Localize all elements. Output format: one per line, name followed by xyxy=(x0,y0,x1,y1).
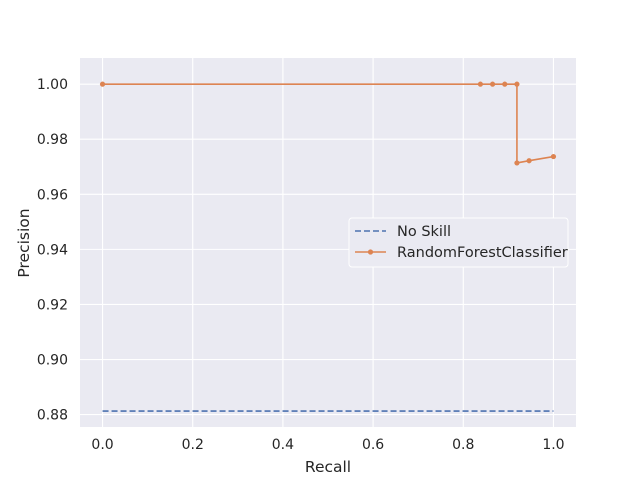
x-tick-label: 0.0 xyxy=(91,437,113,453)
y-tick-label: 0.88 xyxy=(37,408,68,424)
y-tick-label: 0.94 xyxy=(37,242,68,258)
series-layer xyxy=(99,81,557,412)
y-tick-label: 0.98 xyxy=(37,132,68,148)
legend-random-forest-marker xyxy=(367,249,374,255)
x-tick-label: 1.0 xyxy=(542,437,564,453)
y-tick-labels: 0.88 0.90 0.92 0.94 0.96 0.98 1.00 xyxy=(37,77,68,423)
y-tick-label: 1.00 xyxy=(37,77,68,93)
x-axis-label: Recall xyxy=(305,458,351,476)
legend-no-skill-label: No Skill xyxy=(397,224,451,240)
randomforestclassifier-data-point xyxy=(514,81,520,87)
y-tick-label: 0.92 xyxy=(37,297,68,313)
randomforestclassifier-data-point xyxy=(526,158,532,164)
randomforestclassifier-data-point xyxy=(502,81,508,87)
y-tick-label: 0.96 xyxy=(37,187,68,203)
randomforestclassifier-data-point xyxy=(550,153,557,160)
legend: No Skill RandomForestClassifier xyxy=(348,217,569,268)
x-tick-label: 0.2 xyxy=(182,437,204,453)
randomforestclassifier-data-point xyxy=(99,81,106,87)
randomforestclassifier-data-point xyxy=(477,81,484,87)
x-tick-label: 0.6 xyxy=(362,437,384,453)
y-tick-label: 0.90 xyxy=(37,353,68,369)
randomforestclassifier-data-point xyxy=(489,81,496,87)
y-axis-label: Precision xyxy=(15,208,33,277)
legend-box xyxy=(348,217,569,268)
x-tick-label: 0.8 xyxy=(452,437,474,453)
randomforestclassifier-data-point xyxy=(514,160,520,166)
x-tick-labels: 0.0 0.2 0.4 0.6 0.8 1.0 xyxy=(91,437,564,453)
x-tick-label: 0.4 xyxy=(272,437,294,453)
legend-random-forest-label: RandomForestClassifier xyxy=(397,245,568,261)
